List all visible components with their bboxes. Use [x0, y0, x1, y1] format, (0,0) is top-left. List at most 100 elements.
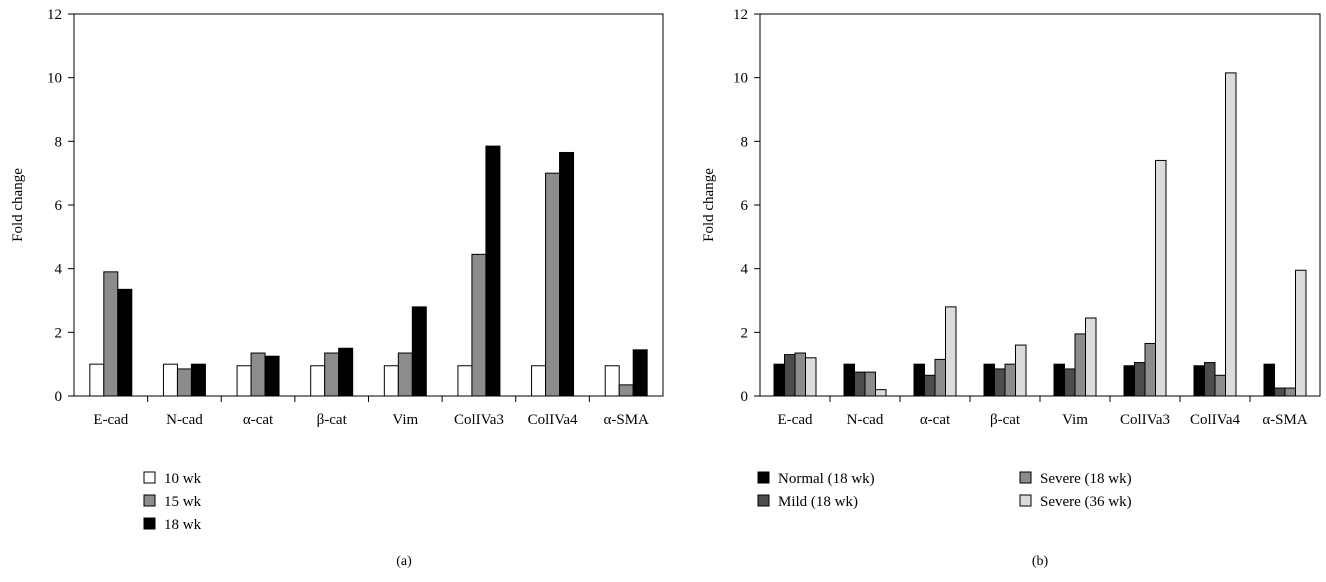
category-label: ColIVa3: [454, 412, 504, 428]
bar: [604, 365, 620, 397]
category-label: β-cat: [990, 412, 1021, 428]
bar: [531, 365, 547, 397]
category-label: E-cad: [778, 412, 813, 428]
legend-swatch: [757, 494, 770, 507]
bar: [1193, 365, 1205, 397]
category-label: N-cad: [847, 412, 884, 428]
bar: [236, 365, 252, 397]
bar: [983, 363, 995, 397]
bar: [1144, 342, 1156, 397]
legend-swatch: [1019, 494, 1032, 507]
bar: [1123, 365, 1135, 397]
bar: [485, 145, 501, 397]
bar: [843, 363, 855, 397]
bar: [1004, 363, 1016, 397]
bar: [310, 365, 326, 397]
y-tick-label: 0: [741, 389, 749, 405]
bar: [545, 172, 561, 397]
y-tick-label: 0: [55, 389, 63, 405]
legend-label: 18 wk: [164, 517, 202, 533]
bar: [1015, 344, 1027, 397]
bar: [773, 363, 785, 397]
bar: [471, 253, 487, 397]
bar: [1263, 363, 1275, 397]
y-tick-label: 8: [741, 134, 749, 150]
category-label: β-cat: [317, 412, 348, 428]
legend-label: 15 wk: [164, 494, 202, 510]
y-tick-label: 2: [741, 325, 749, 341]
y-tick-label: 10: [733, 71, 748, 87]
chart-panel-b: 0 2 4 6 8 10 12 Fold change E-cad N-cad α-cat β-cat…: [701, 7, 1321, 569]
y-tick-label: 2: [55, 325, 63, 341]
bar: [324, 352, 340, 397]
legend-label: Mild (18 wk): [778, 494, 858, 510]
category-label: ColIVa4: [1190, 412, 1240, 428]
y-tick-label: 12: [47, 7, 62, 23]
y-tick-label: 8: [55, 134, 63, 150]
bar: [1053, 363, 1065, 397]
y-tick-label: 4: [55, 262, 63, 278]
bar: [264, 355, 280, 397]
category-label: Vim: [392, 412, 418, 428]
y-tick-label: 12: [733, 7, 748, 23]
bar: [784, 354, 796, 397]
bar: [117, 288, 133, 397]
y-tick-label: 6: [55, 198, 63, 214]
bar: [618, 384, 634, 397]
panel-label: (b): [1032, 554, 1049, 569]
bar: [924, 374, 936, 397]
category-label: α-cat: [243, 412, 274, 428]
legend-swatch: [143, 494, 156, 507]
bar: [632, 349, 648, 397]
bar: [1225, 72, 1237, 397]
bar: [1274, 387, 1286, 397]
bar: [559, 151, 575, 397]
bar: [338, 347, 354, 397]
bar: [913, 363, 925, 397]
bar: [1085, 317, 1097, 397]
bar: [103, 271, 119, 397]
y-tick-label: 10: [47, 71, 62, 87]
bar: [864, 371, 876, 397]
legend-label: Normal (18 wk): [778, 471, 875, 487]
bar: [457, 365, 473, 397]
bar: [162, 363, 178, 397]
bar: [89, 363, 105, 397]
y-axis-label: Fold change: [10, 168, 26, 242]
bar: [383, 365, 399, 397]
plot-area-frame: [73, 13, 664, 397]
bar: [854, 371, 866, 397]
legend-label: 10 wk: [164, 471, 202, 487]
bar: [190, 363, 206, 397]
chart-panel-a: 0 2 4 6 8 10 12 Fold change E-cad N-cad α-cat β-cat…: [10, 7, 664, 569]
bar: [397, 352, 413, 397]
legend-swatch: [143, 517, 156, 530]
legend-swatch: [757, 471, 770, 484]
category-label: Vim: [1062, 412, 1088, 428]
bar: [945, 306, 957, 397]
bar: [934, 358, 946, 397]
y-axis-label: Fold change: [701, 168, 717, 242]
category-label: E-cad: [93, 412, 128, 428]
bar: [176, 368, 192, 397]
category-label: ColIVa4: [528, 412, 578, 428]
bar: [994, 368, 1006, 397]
bar: [250, 352, 266, 397]
bar: [1155, 159, 1167, 397]
bar: [411, 306, 427, 397]
bar: [1295, 269, 1307, 397]
legend-swatch: [143, 471, 156, 484]
panel-label: (a): [396, 554, 412, 569]
y-tick-label: 4: [741, 262, 749, 278]
bar: [794, 352, 806, 397]
bar: [875, 389, 887, 397]
bar: [1214, 374, 1226, 397]
y-tick-label: 6: [741, 198, 749, 214]
bar: [805, 357, 817, 397]
category-label: N-cad: [166, 412, 203, 428]
bar: [1134, 362, 1146, 397]
bar: [1074, 333, 1086, 397]
bar: [1284, 387, 1296, 397]
category-label: ColIVa3: [1120, 412, 1170, 428]
